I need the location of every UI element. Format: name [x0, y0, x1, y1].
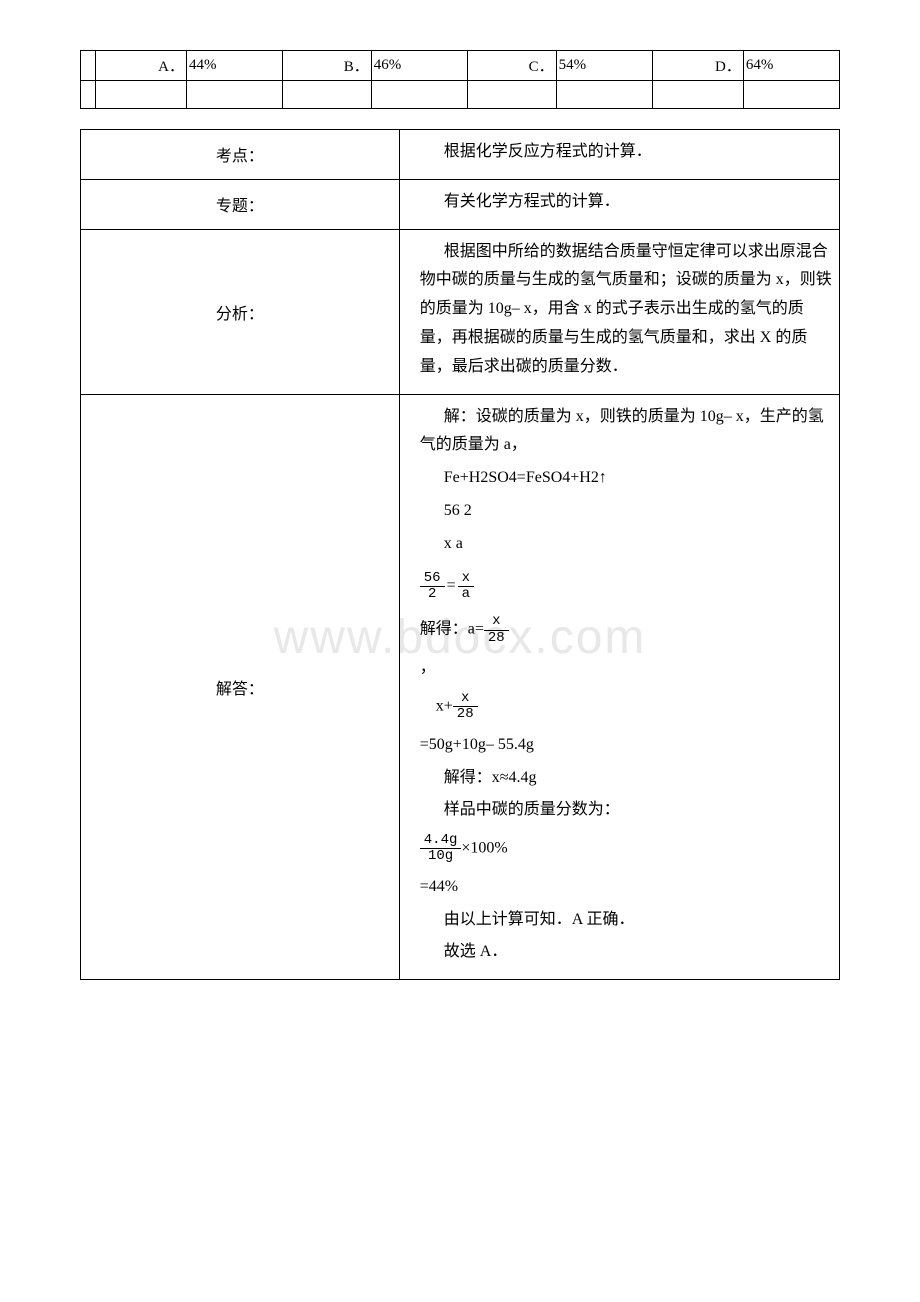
solution-mf-label: 样品中碳的质量分数为：	[420, 796, 833, 825]
spacer-cell	[371, 81, 467, 109]
solution-molar: 56 2	[420, 497, 833, 526]
option-value-c: 54%	[556, 51, 652, 81]
content-fenxi: 根据图中所给的数据结合质量守恒定律可以求出原混合物中碳的质量与生成的氢气质量和；…	[399, 229, 839, 394]
content-kaodian: 根据化学反应方程式的计算．	[399, 130, 839, 180]
row-jieda: 解答： 解：设碳的质量为 x，则铁的质量为 10g– x，生产的氢气的质量为 a…	[81, 394, 840, 980]
solution-vars: x a	[420, 530, 833, 559]
spacer-cell	[556, 81, 652, 109]
label-kaodian: 考点：	[81, 130, 400, 180]
frac-x-28-sum: x 28	[453, 691, 478, 723]
option-label-c: C．	[467, 51, 556, 81]
spacer-cell	[95, 81, 186, 109]
solution-answer: 故选 A．	[420, 938, 833, 967]
solution-equation: Fe+H2SO4=FeSO4+H2↑	[420, 464, 833, 493]
frac-x-a: x a	[458, 571, 474, 603]
solution-eq1: =50g+10g– 55.4g	[420, 731, 833, 760]
text-zhuanti: 有关化学方程式的计算．	[420, 188, 833, 217]
label-jieda: 解答：	[81, 394, 400, 980]
option-value-b: 46%	[371, 51, 467, 81]
row-kaodian: 考点： 根据化学反应方程式的计算．	[81, 130, 840, 180]
solution-solve-x: 解得：x≈4.4g	[420, 764, 833, 793]
solution-solve-a: 解得：a= x 28	[420, 610, 833, 650]
text-fenxi: 根据图中所给的数据结合质量守恒定律可以求出原混合物中碳的质量与生成的氢气质量和；…	[420, 238, 833, 382]
solution-sum: x+ x 28	[420, 687, 833, 727]
row-zhuanti: 专题： 有关化学方程式的计算．	[81, 179, 840, 229]
spacer-cell	[652, 81, 743, 109]
label-zhuanti: 专题：	[81, 179, 400, 229]
row-fenxi: 分析： 根据图中所给的数据结合质量守恒定律可以求出原混合物中碳的质量与生成的氢气…	[81, 229, 840, 394]
option-value-d: 64%	[743, 51, 839, 81]
solution-line1: 解：设碳的质量为 x，则铁的质量为 10g– x，生产的氢气的质量为 a，	[420, 403, 833, 461]
option-label-b: B．	[283, 51, 372, 81]
option-label-d: D．	[652, 51, 743, 81]
spacer-cell	[283, 81, 372, 109]
frac-56-2: 56 2	[420, 571, 445, 603]
spacer-cell	[81, 81, 96, 109]
spacer-cell	[186, 81, 282, 109]
spacer-cell	[467, 81, 556, 109]
options-row: A． 44% B． 46% C． 54% D． 64%	[81, 51, 840, 81]
analysis-table: 考点： 根据化学反应方程式的计算． 专题： 有关化学方程式的计算． 分析： 根据…	[80, 129, 840, 980]
equals-sign: =	[447, 572, 456, 601]
solution-result: =44%	[420, 873, 833, 902]
solution-conclusion: 由以上计算可知．A 正确．	[420, 906, 833, 935]
spacer-row	[81, 81, 840, 109]
spacer-cell	[743, 81, 839, 109]
solution-frac1: 56 2 = x a	[420, 563, 833, 607]
frac-x-28-a: x 28	[484, 614, 509, 646]
option-label-a: A．	[95, 51, 186, 81]
spacer-cell	[81, 51, 96, 81]
frac-mf: 4.4g 10g	[420, 833, 462, 865]
options-table: A． 44% B． 46% C． 54% D． 64%	[80, 50, 840, 109]
option-value-a: 44%	[186, 51, 282, 81]
text-kaodian: 根据化学反应方程式的计算．	[420, 138, 833, 167]
content-jieda: 解：设碳的质量为 x，则铁的质量为 10g– x，生产的氢气的质量为 a， Fe…	[399, 394, 839, 980]
label-fenxi: 分析：	[81, 229, 400, 394]
content-zhuanti: 有关化学方程式的计算．	[399, 179, 839, 229]
solution-mf-frac: 4.4g 10g ×100%	[420, 829, 833, 869]
solution-comma: ，	[420, 654, 833, 683]
